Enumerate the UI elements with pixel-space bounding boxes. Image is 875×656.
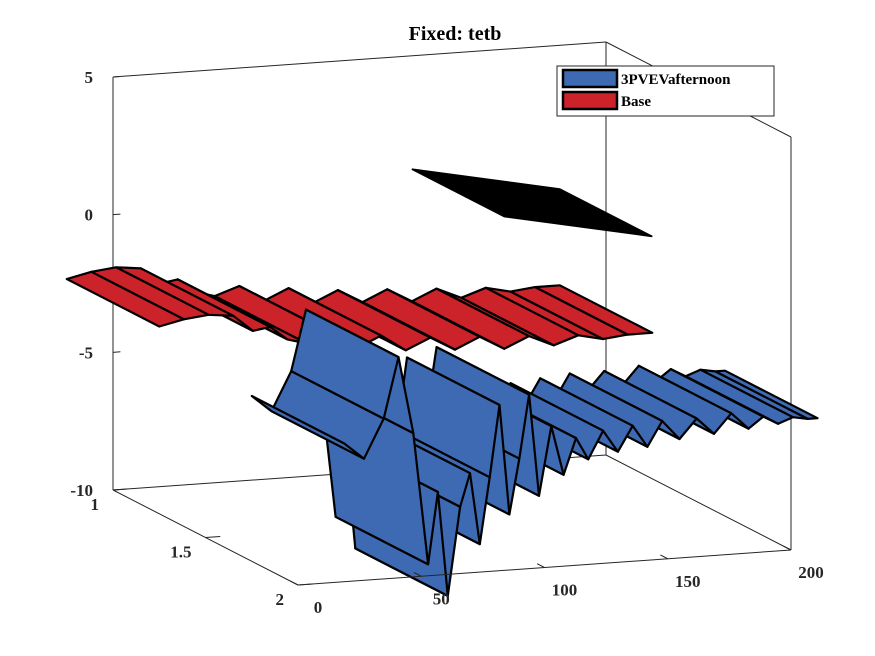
legend: 3PVEVafternoon Base: [556, 65, 775, 117]
x-tick-label: 50: [433, 589, 450, 608]
box-back-top-x: [112, 41, 607, 78]
legend-label-3pvevafternoon: 3PVEVafternoon: [621, 72, 731, 88]
z-tick-mark: [112, 351, 121, 353]
box-floor-right-y: [605, 454, 792, 551]
x-tick-mark: [536, 563, 545, 568]
ribbon-segment-base: [65, 270, 185, 328]
x-tick-label: 150: [675, 572, 701, 591]
x-tick-label: 200: [798, 563, 824, 582]
z-tick-mark: [112, 75, 121, 78]
legend-swatch-3pvevafternoon: [561, 68, 619, 89]
x-tick-label: 0: [314, 598, 323, 617]
y-tick-label: 2: [276, 590, 285, 609]
x-tick-mark: [413, 572, 422, 577]
ribbon-segment-3pvevafternoon: [250, 394, 366, 460]
y-tick-label: 1.5: [170, 543, 191, 562]
x-tick-mark: [783, 545, 792, 551]
x-tick-mark: [660, 554, 668, 560]
ribbons-layer: [65, 168, 819, 597]
z-tick-label: 5: [85, 68, 94, 87]
z-tick-label: -5: [79, 343, 93, 362]
y-tick-mark: [297, 583, 313, 586]
z-tick-mark: [112, 213, 121, 216]
z-tick-label: -10: [70, 481, 93, 500]
z-tick-label: 0: [85, 206, 94, 225]
z-tick-mark: [112, 488, 121, 491]
legend-swatch-base: [561, 90, 619, 111]
ribbon-top-face-base: [411, 168, 653, 238]
x-tick-mark: [290, 580, 299, 586]
y-tick-mark: [205, 535, 221, 538]
x-tick-label: 100: [552, 581, 578, 600]
chart-title: Fixed: tetb: [409, 23, 502, 45]
y-tick-label: 1: [91, 495, 100, 514]
legend-label-base: Base: [621, 94, 651, 110]
